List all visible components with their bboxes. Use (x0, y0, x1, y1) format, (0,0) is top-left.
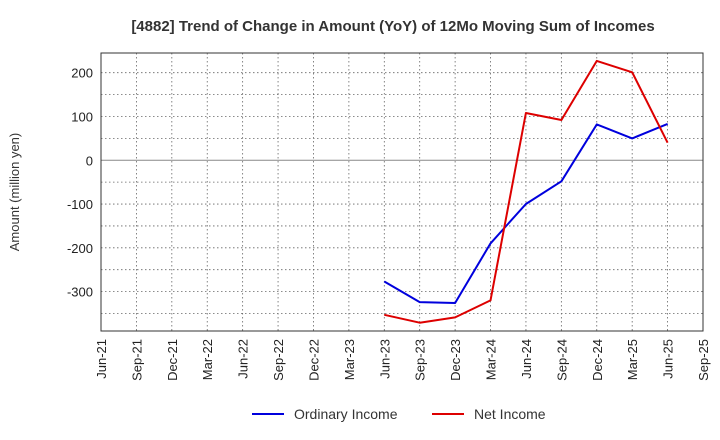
series-line-0 (383, 122, 668, 304)
y-tick-labels: 200 100 0 -100 -200 -300 (67, 66, 93, 300)
x-tick-label: Sep-22 (271, 339, 286, 381)
x-tick-label: Dec-23 (448, 339, 463, 381)
series-line-1 (384, 59, 669, 324)
legend-label-0: Ordinary Income (294, 406, 398, 422)
chart-title: [4882] Trend of Change in Amount (YoY) o… (131, 18, 654, 35)
plot-frame (100, 52, 704, 332)
x-tick-labels: Jun-21 Sep-21 Dec-21 Mar-22 Jun-22 Sep-22 Dec-… (94, 339, 711, 381)
x-tick-label: Mar-25 (625, 339, 640, 380)
y-tick-label: -300 (67, 285, 93, 300)
x-tick-label: Sep-25 (696, 339, 711, 381)
x-tick-label: Jun-23 (377, 339, 392, 379)
x-tick-label: Mar-22 (200, 339, 215, 380)
x-tick-label: Mar-24 (484, 339, 499, 380)
legend-label-1: Net Income (474, 406, 546, 422)
y-tick-label: 0 (86, 153, 93, 168)
x-tick-label: Sep-24 (554, 339, 569, 381)
legend: Ordinary Income Net Income (252, 406, 546, 422)
x-tick-label: Dec-21 (165, 339, 180, 381)
x-tick-label: Jun-24 (519, 339, 534, 379)
y-tick-label: 100 (71, 109, 93, 124)
x-tick-label: Dec-24 (590, 339, 605, 381)
x-tick-label: Jun-22 (236, 339, 251, 379)
y-tick-label: 200 (71, 66, 93, 81)
gridlines (100, 53, 704, 331)
y-tick-label: -100 (67, 197, 93, 212)
x-tick-label: Sep-23 (413, 339, 428, 381)
y-tick-label: -200 (67, 241, 93, 256)
x-tick-label: Sep-21 (129, 339, 144, 381)
series-lines (383, 59, 669, 324)
x-tick-label: Dec-22 (306, 339, 321, 381)
x-tick-label: Mar-23 (342, 339, 357, 380)
y-axis-label: Amount (million yen) (7, 133, 22, 252)
x-tick-label: Jun-25 (661, 339, 676, 379)
x-tick-label: Jun-21 (94, 339, 109, 379)
